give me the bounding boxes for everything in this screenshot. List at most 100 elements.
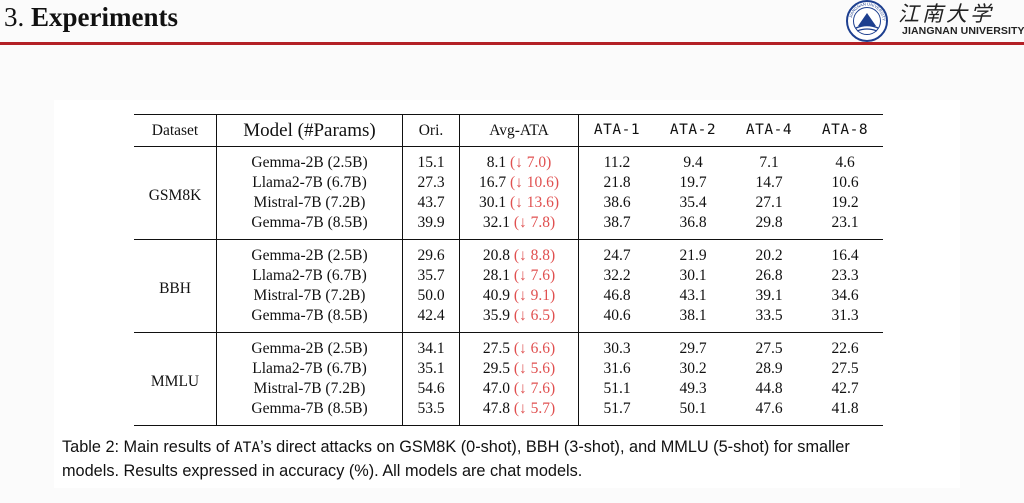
table-row: GSM8K Gemma-2B (2.5B) 15.1 8.1 (↓ 7.0) 11.2 9… [134,146,883,240]
ata-2-cell: 36.8 [679,214,707,231]
avg-ata-value: 27.5 [482,340,510,357]
ata-2-cell: 35.4 [679,194,707,211]
ori-cell: 35.7 [402,266,460,286]
caption-prefix: Table 2: Main results of [62,438,234,456]
caption-line1-rest: ’s direct attacks on GSM8K (0-shot), BBH… [260,438,850,456]
ata-4-cell: 20.2 [755,247,783,264]
ori-cell: 29.6 [402,239,460,266]
model-cell: Mistral-7B (7.2B) [216,193,403,213]
ata-1-cell: 51.7 [603,400,631,417]
table-group: GSM8K Gemma-2B (2.5B) 15.1 8.1 (↓ 7.0) 11.2 9… [134,146,883,240]
avg-ata-drop: (↓ 7.6) [513,267,556,284]
table-row: Llama2-7B (6.7B) 35.7 28.1 (↓ 7.6) 32.2 30.1… [134,266,883,286]
avg-ata-cell: 40.9 (↓ 9.1) [459,286,579,306]
ori-cell: 39.9 [402,213,460,240]
ori-cell: 53.5 [402,399,460,426]
avg-ata-cell: 28.1 (↓ 7.6) [459,266,579,286]
ata-4-cell: 27.1 [755,194,783,211]
avg-ata-drop: (↓ 6.5) [513,307,556,324]
header-ori: Ori. [402,114,460,147]
avg-ata-drop: (↓ 9.1) [513,287,556,304]
ata-2-cell: 43.1 [679,287,707,304]
slide-title: Experiments [31,2,178,32]
avg-ata-value: 30.1 [478,194,507,211]
ata-2-cell: 30.2 [679,360,707,377]
ori-cell: 54.6 [402,379,460,399]
table-header-row: Dataset Model (#Params) Ori. Avg-ATA ATA… [134,114,883,147]
ata-4-cell: 14.7 [755,174,783,191]
avg-ata-drop: (↓ 7.6) [513,380,556,397]
model-cell: Llama2-7B (6.7B) [216,173,403,193]
header-ata-2: ATA-2 [669,122,717,138]
ata-1-cell: 46.8 [603,287,631,304]
avg-ata-drop: (↓ 10.6) [509,174,560,191]
ata-2-cell: 21.9 [679,247,707,264]
table-row: Gemma-7B (8.5B) 39.9 32.1 (↓ 7.8) 38.7 36.8 2… [134,213,883,240]
avg-ata-cell: 47.8 (↓ 5.7) [459,399,579,426]
avg-ata-cell: 30.1 (↓ 13.6) [459,193,579,213]
university-emblem-icon: JIANGNAN UNIVERSITY [846,0,888,42]
slide-heading: 3. Experiments [4,0,178,34]
ata-8-cell: 22.6 [831,340,859,357]
model-cell: Gemma-2B (2.5B) [216,146,403,173]
ata-1-cell: 40.6 [603,307,631,324]
ata-1-cell: 11.2 [603,154,631,171]
ata-1-cell: 24.7 [603,247,631,264]
ata-1-cell: 32.2 [603,267,631,284]
university-logo: JIANGNAN UNIVERSITY 江南大学 JIANGNAN UNIVER… [846,0,1024,42]
model-cell: Gemma-7B (8.5B) [216,306,403,333]
avg-ata-value: 8.1 [486,154,507,171]
ata-8-cell: 42.7 [831,380,859,397]
avg-ata-drop: (↓ 7.8) [513,214,556,231]
ata-2-cell: 9.4 [683,154,703,171]
model-cell: Gemma-2B (2.5B) [216,239,403,266]
ata-8-cell: 27.5 [831,360,859,377]
table-row: Llama2-7B (6.7B) 27.3 16.7 (↓ 10.6) 21.8 19.… [134,173,883,193]
ata-1-cell: 38.6 [603,194,631,211]
results-table: Dataset Model (#Params) Ori. Avg-ATA ATA… [134,114,883,426]
logo-english-name: JIANGNAN UNIVERSITY [902,25,1024,37]
ata-4-cell: 47.6 [755,400,783,417]
header-ata-1: ATA-1 [593,122,641,138]
table-group: BBH Gemma-2B (2.5B) 29.6 20.8 (↓ 8.8) 24.7 21… [134,239,883,333]
ata-4-cell: 26.8 [755,267,783,284]
ata-2-cell: 19.7 [679,174,707,191]
avg-ata-value: 47.8 [482,400,510,417]
table-figure: Dataset Model (#Params) Ori. Avg-ATA ATA… [54,100,960,488]
dataset-cell: BBH [134,239,217,333]
model-cell: Gemma-2B (2.5B) [216,332,403,359]
avg-ata-cell: 47.0 (↓ 7.6) [459,379,579,399]
table-row: Mistral-7B (7.2B) 54.6 47.0 (↓ 7.6) 51.1 49.… [134,379,883,399]
ori-cell: 35.1 [402,359,460,379]
avg-ata-drop: (↓ 8.8) [513,247,556,264]
logo-chinese-name: 江南大学 [898,2,994,26]
ori-cell: 27.3 [402,173,460,193]
avg-ata-cell: 20.8 (↓ 8.8) [459,239,579,266]
avg-ata-value: 47.0 [482,380,510,397]
ata-4-cell: 29.8 [755,214,783,231]
ata-4-cell: 27.5 [755,340,783,357]
ata-4-cell: 28.9 [755,360,783,377]
avg-ata-drop: (↓ 6.6) [513,340,556,357]
avg-ata-drop: (↓ 5.6) [513,360,556,377]
avg-ata-drop: (↓ 13.6) [509,194,560,211]
avg-ata-cell: 16.7 (↓ 10.6) [459,173,579,193]
ata-8-cell: 19.2 [831,194,859,211]
model-cell: Mistral-7B (7.2B) [216,286,403,306]
avg-ata-cell: 32.1 (↓ 7.8) [459,213,579,240]
caption-method: ATA [233,440,261,456]
avg-ata-value: 16.7 [478,174,507,191]
avg-ata-drop: (↓ 5.7) [513,400,556,417]
model-cell: Gemma-7B (8.5B) [216,399,403,426]
header-dataset: Dataset [134,114,217,147]
ata-8-cell: 31.3 [831,307,859,324]
header-avg-ata: Avg-ATA [459,114,579,147]
table-caption: Table 2: Main results of ATA’s direct at… [62,436,962,483]
ata-4-cell: 44.8 [755,380,783,397]
ata-4-cell: 7.1 [759,154,779,171]
avg-ata-cell: 29.5 (↓ 5.6) [459,359,579,379]
ata-1-cell: 21.8 [603,174,631,191]
ata-1-cell: 51.1 [603,380,631,397]
ata-8-cell: 23.3 [831,267,859,284]
avg-ata-value: 28.1 [482,267,510,284]
